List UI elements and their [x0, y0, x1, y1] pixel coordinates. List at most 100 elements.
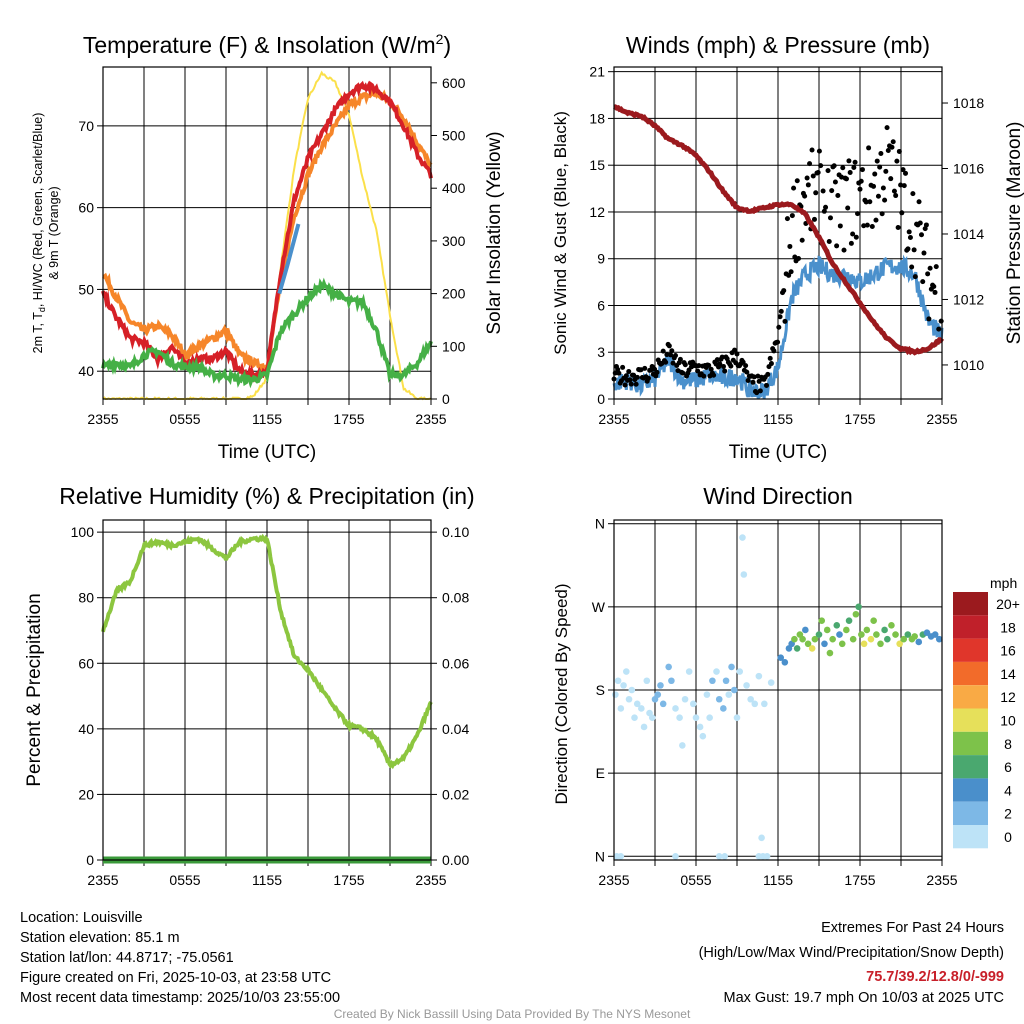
wind-direction-point [911, 633, 918, 640]
plot-panel-3: 0 20 40 60 80 100 0.00 0.02 0.04 0.06 0.08 0.10 2355… [71, 520, 469, 888]
x-tick-label: 0555 [169, 872, 200, 888]
gust-point [794, 178, 800, 184]
wind-y-axis-label: Sonic Wind & Gust (Blue, Black) [551, 111, 570, 355]
x-tick-label: 0555 [169, 411, 200, 427]
gust-point [695, 368, 701, 374]
gust-point [903, 170, 909, 176]
gust-point [754, 390, 760, 396]
x-tick-label: 1155 [763, 411, 793, 427]
gust-point [666, 343, 672, 349]
wind-direction-point [811, 635, 819, 643]
extremes-values: 75.7/39.2/12.8/0/-999 [866, 969, 1004, 985]
wind-direction-point [826, 649, 834, 657]
x-tick-label: 2355 [87, 411, 118, 427]
wind-direction-point [623, 668, 630, 675]
y-tick-label: 21 [589, 64, 605, 80]
gust-point [857, 186, 863, 192]
wind-direction-point [703, 691, 711, 698]
gust-point [696, 363, 702, 369]
wind-direction-point [696, 723, 704, 731]
gust-point [620, 364, 626, 370]
gust-point [867, 199, 873, 205]
x-tick-label: 2355 [87, 872, 118, 888]
right-tick-label: 0 [442, 391, 450, 407]
wind-direction-point [733, 714, 741, 722]
gust-point [871, 183, 877, 189]
wind-direction-point [867, 635, 875, 643]
gust-point [835, 192, 841, 198]
gust-point [634, 374, 640, 380]
direction-y-axis-label: Direction (Colored By Speed) [552, 583, 571, 804]
gust-point [852, 159, 858, 165]
wind-direction-point [633, 700, 641, 708]
colorbar-label: 2 [1004, 806, 1012, 822]
wind-direction-point [881, 626, 888, 634]
gust-point [864, 222, 870, 228]
gust-point [877, 164, 883, 170]
gust-point [866, 145, 872, 151]
colorbar-label: 12 [1000, 689, 1016, 705]
gust-point [744, 369, 750, 375]
wind-chart-title: Winds (mph) & Pressure (mb) [626, 32, 930, 58]
y-tick-label: 6 [597, 297, 605, 313]
wind-direction-point [715, 695, 723, 703]
wind-direction-point [665, 663, 672, 671]
gust-point [827, 215, 833, 221]
gust-point [722, 368, 728, 374]
colorbar-label: 10 [1000, 713, 1016, 729]
wind-direction-point [730, 686, 738, 694]
gust-point [799, 237, 805, 243]
solar-y-axis-label: Solar Insolation (Yellow) [484, 131, 505, 334]
gust-point [664, 352, 670, 358]
wind-direction-point [620, 682, 627, 689]
y-tick-label: 60 [78, 655, 94, 671]
wind-direction-point [721, 853, 728, 860]
wind-direction-point [722, 677, 730, 685]
gust-point [907, 234, 913, 240]
gust-point [885, 148, 891, 154]
y-tick-label: 60 [78, 200, 94, 216]
colorbar-label: 16 [1000, 643, 1016, 659]
gust-point [931, 284, 937, 290]
y-tick-label: S [596, 682, 605, 698]
right-tick-label: 100 [442, 338, 466, 354]
gust-point [878, 151, 884, 157]
gust-point [880, 185, 886, 191]
y-tick-label: W [592, 599, 606, 615]
plot-panel-4: N E S W N 2355 0555 1155 1755 2355 [592, 516, 958, 888]
colorbar-swatch [953, 615, 988, 639]
gust-point [853, 234, 859, 240]
gust-point [711, 372, 717, 378]
gust-point [917, 220, 923, 226]
gust-point [843, 176, 849, 182]
colorbar-label: 8 [1004, 736, 1012, 752]
wind-direction-point [628, 686, 636, 694]
wind-direction-point [739, 534, 746, 541]
x-tick-label: 1155 [763, 872, 793, 888]
gust-point [872, 171, 878, 177]
gust-point [847, 170, 853, 176]
gust-point [921, 250, 927, 256]
gust-point [720, 363, 726, 369]
wind-direction-point [791, 635, 798, 643]
gust-point [776, 324, 782, 330]
gust-point [821, 208, 827, 214]
info-elevation: Station elevation: 85.1 m [20, 930, 180, 946]
colorbar-label: 20+ [996, 596, 1020, 612]
gust-point [615, 366, 621, 372]
gust-point [911, 247, 917, 253]
wind-direction-point [900, 635, 908, 643]
gust-point [826, 238, 832, 244]
extremes-max-gust: Max Gust: 19.7 mph On 10/03 at 2025 UTC [724, 990, 1004, 1006]
gust-point [829, 188, 835, 194]
wind-direction-point [888, 622, 895, 629]
gust-point [802, 193, 808, 199]
credit-text: Created By Nick Bassill Using Data Provi… [334, 1007, 691, 1021]
rh-y-axis-label: Percent & Precipitation [24, 593, 45, 786]
wind-direction-point [815, 631, 823, 638]
x-tick-label: 1155 [252, 872, 282, 888]
wind-direction-point [681, 695, 689, 703]
wind-direction-point [617, 705, 625, 712]
gust-point [622, 382, 628, 388]
